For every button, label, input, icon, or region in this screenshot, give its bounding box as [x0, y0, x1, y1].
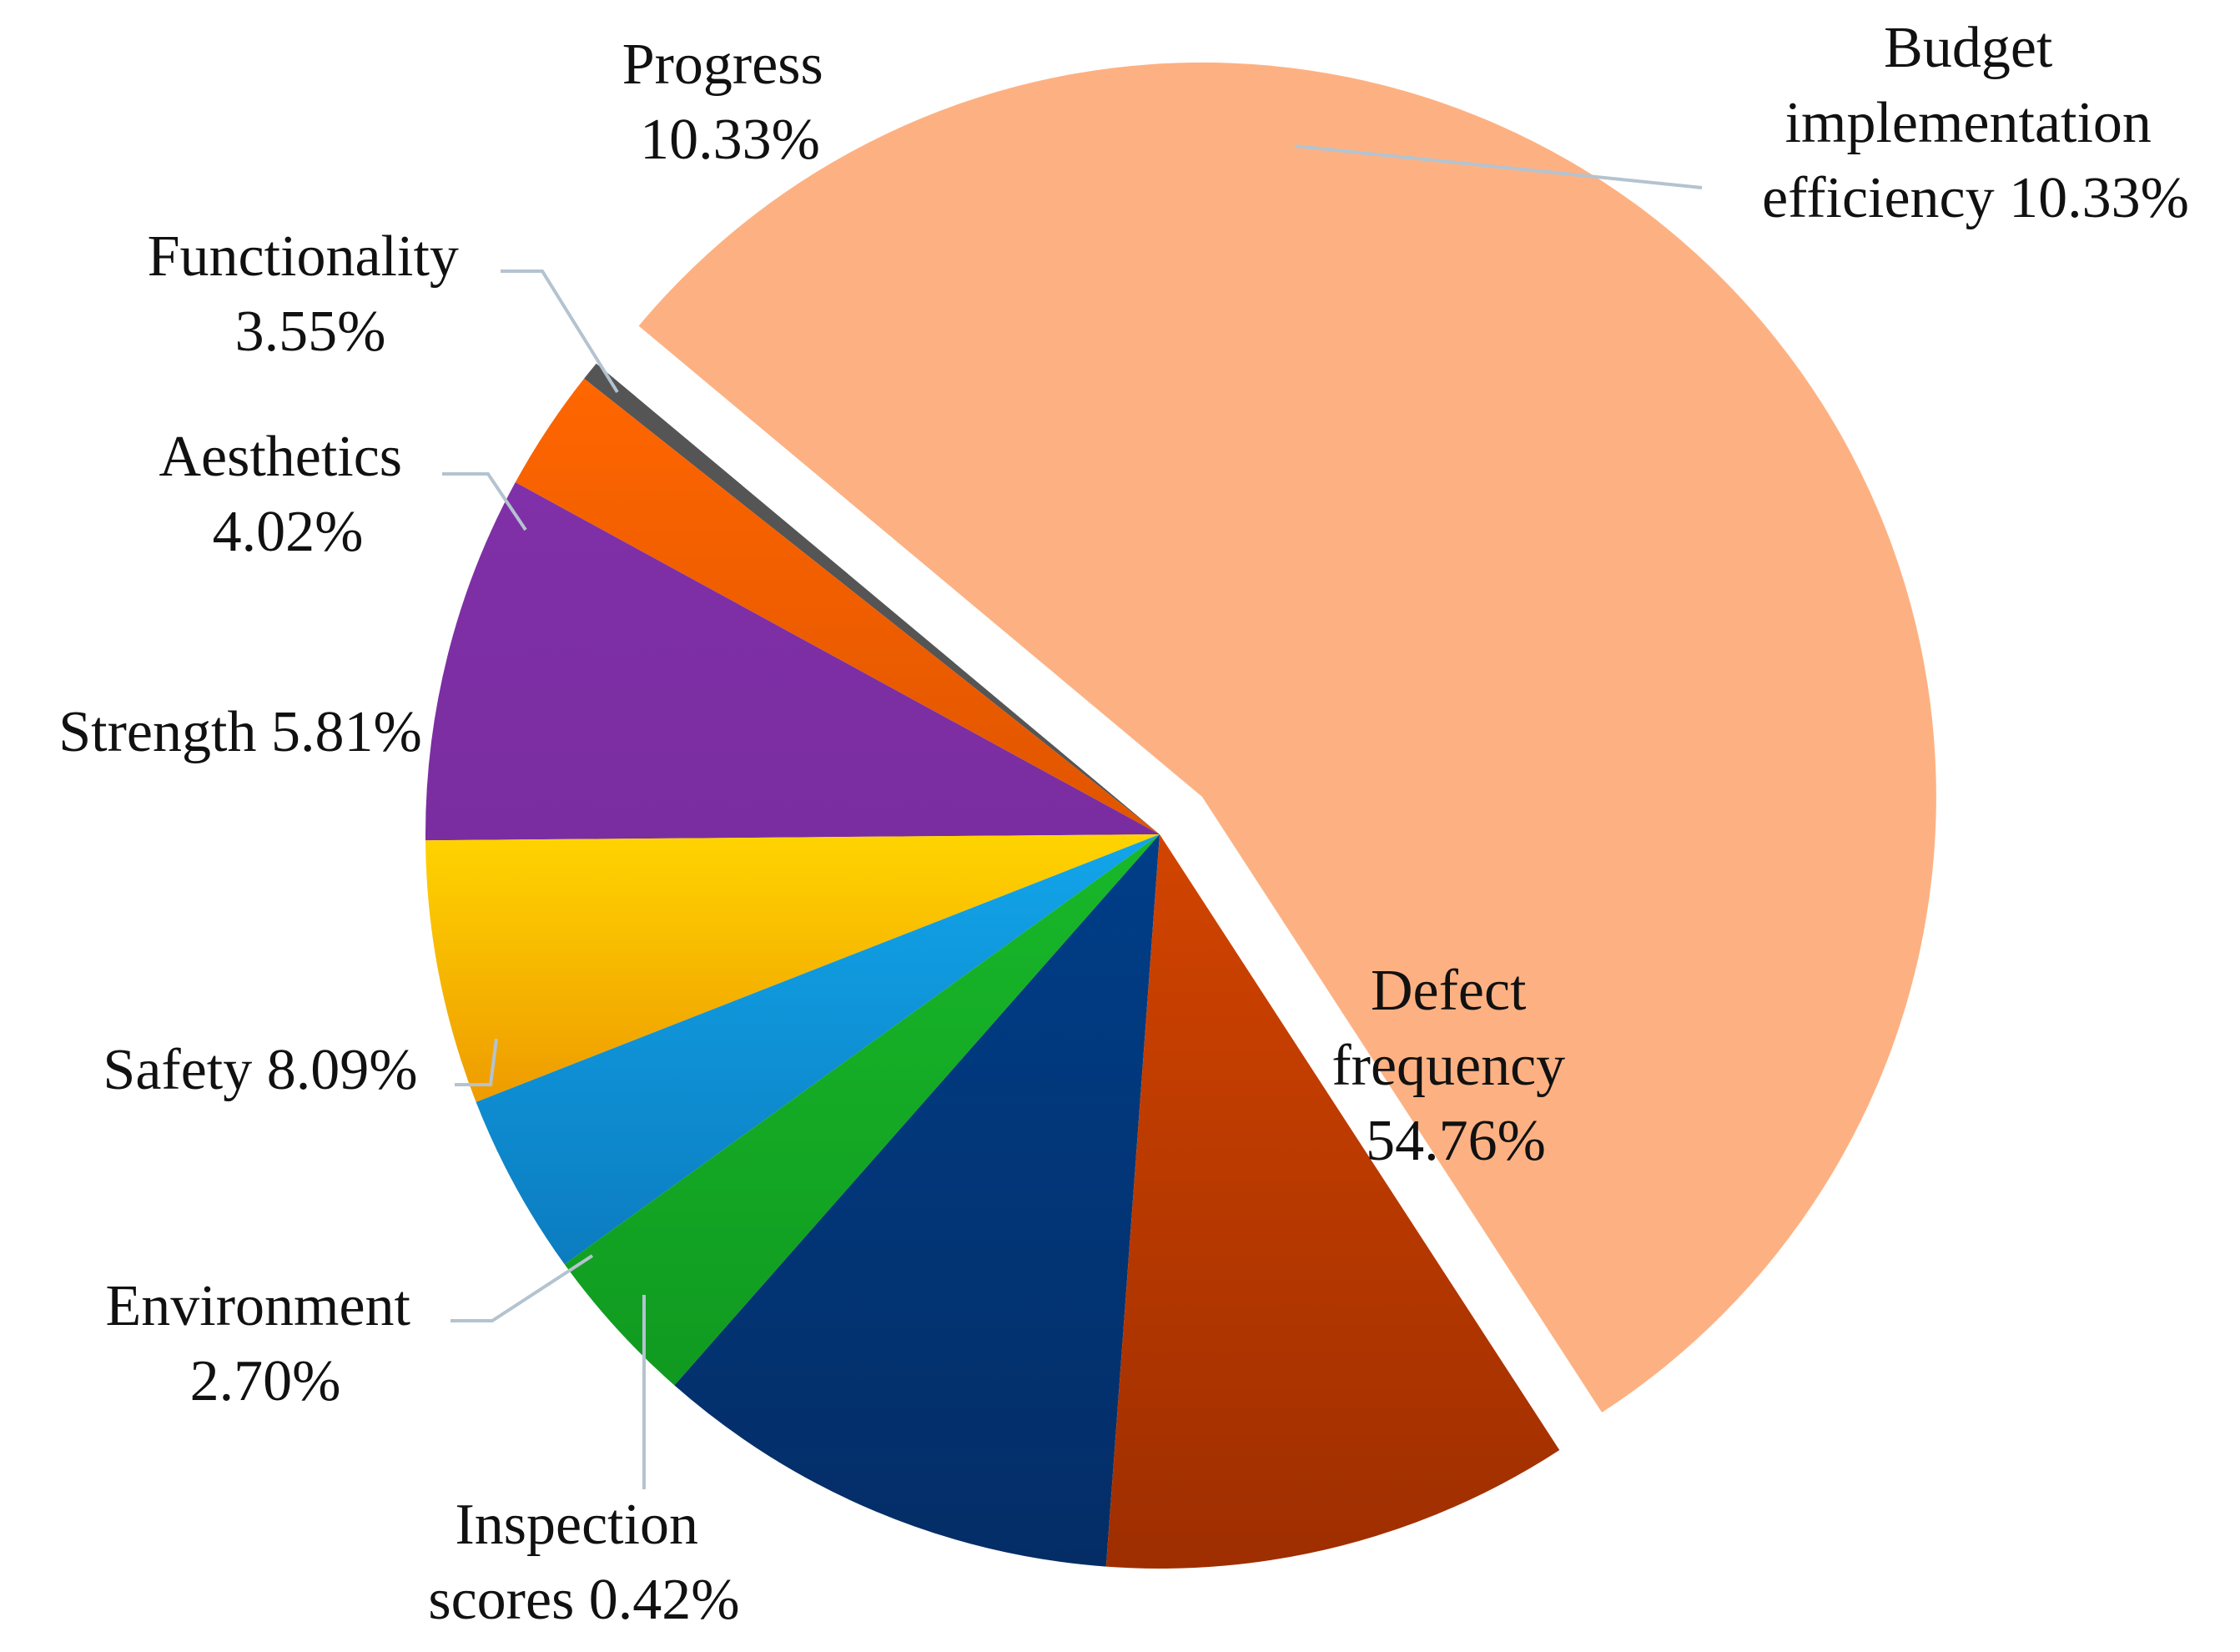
slice-functionality	[564, 834, 1160, 1386]
leader-line-safety	[455, 1038, 498, 1086]
slice-inspection-scores	[584, 363, 1160, 834]
slice-safety	[425, 482, 1160, 841]
label-aesthetics: Aesthetics 4.02%	[159, 425, 416, 564]
label-environment: Environment 2.70%	[106, 1274, 425, 1413]
label-defect-frequency: Defect frequency 54.76%	[1331, 959, 1579, 1173]
label-functionality: Functionality 3.55%	[148, 224, 474, 364]
slice-aesthetics	[476, 834, 1160, 1265]
label-strength: Strength 5.81%	[58, 700, 422, 764]
slice-budget-implementation-efficiency	[1105, 834, 1560, 1569]
pie-slices	[425, 62, 1936, 1569]
slice-strength	[425, 834, 1160, 1102]
slice-labels: Defect frequency 54.76% Inspection score…	[58, 16, 2189, 1632]
leader-lines	[442, 144, 1703, 1489]
label-budget-implementation-efficiency: Budget implementation efficiency 10.33%	[1762, 16, 2189, 230]
leader-line-environment	[451, 1254, 594, 1322]
leader-line-budget	[1294, 144, 1703, 189]
leader-line-aesthetics	[442, 472, 527, 531]
slice-progress	[674, 834, 1160, 1567]
label-safety: Safety 8.09%	[103, 1038, 417, 1102]
label-inspection-scores: Inspection scores 0.42%	[428, 1493, 739, 1632]
slice-environment	[515, 378, 1160, 834]
label-progress: Progress 10.33%	[622, 33, 838, 172]
leader-line-functionality	[501, 269, 619, 394]
slice-defect-frequency	[638, 62, 1936, 1413]
